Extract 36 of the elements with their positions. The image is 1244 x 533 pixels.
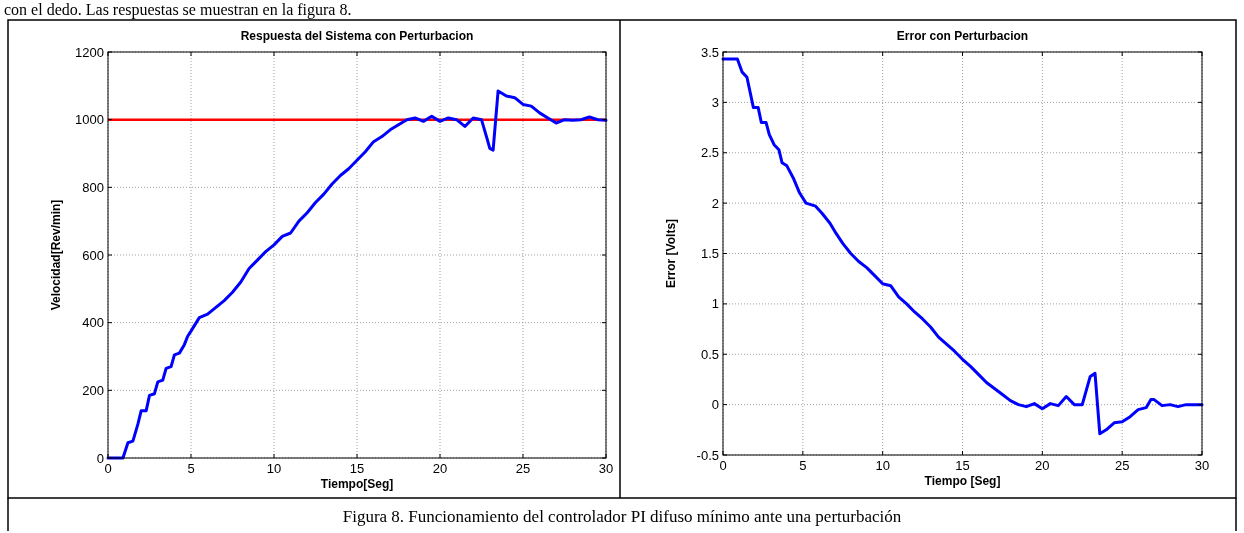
y-tick-label: 2 xyxy=(711,195,719,211)
x-tick-label: 5 xyxy=(187,461,195,476)
y-tick-label: 1 xyxy=(711,296,719,312)
y-tick-label: 1000 xyxy=(75,112,104,128)
x-tick-label: 20 xyxy=(432,461,448,476)
chart-title: Respuesta del Sistema con Perturbacion xyxy=(240,29,474,43)
x-tick-label: 15 xyxy=(955,458,970,473)
y-tick-label: 1200 xyxy=(75,44,104,60)
y-tick-label: 800 xyxy=(82,179,104,195)
chart-title: Error con Perturbacion xyxy=(896,29,1029,43)
y-tick-label: 2.5 xyxy=(700,145,719,161)
x-tick-label: 30 xyxy=(1194,458,1210,473)
x-tick-label: 30 xyxy=(598,461,614,476)
x-tick-label: 15 xyxy=(349,461,365,476)
y-tick-label: 600 xyxy=(82,247,104,263)
x-axis-title: Tiempo [Seg] xyxy=(924,474,1001,488)
y-tick-label: 400 xyxy=(82,315,104,331)
y-tick-label: 200 xyxy=(82,382,104,398)
x-tick-label: 10 xyxy=(875,458,890,473)
x-tick-label: 25 xyxy=(1114,458,1130,473)
x-tick-label: 5 xyxy=(799,458,807,473)
y-tick-label: 0.5 xyxy=(700,346,719,362)
x-tick-label: 25 xyxy=(515,461,531,476)
y-axis-title: Error [Volts] xyxy=(664,218,678,289)
line-series xyxy=(721,57,1204,436)
y-tick-label: -0.5 xyxy=(696,447,719,463)
y-tick-label: 1.5 xyxy=(700,246,719,262)
x-tick-label: 20 xyxy=(1035,458,1050,473)
y-axis-title: Velocidad[Rev/min] xyxy=(49,199,63,311)
y-tick-label: 3 xyxy=(711,94,719,110)
x-axis-title: Tiempo[Seg] xyxy=(320,477,394,491)
y-tick-label: 3.5 xyxy=(700,44,719,60)
text: con el dedo. Las respuestas se muestran en la figura 8. xyxy=(4,1,352,19)
text: Figura 8. Funcionamiento del controlador PI difuso mínimo ante una perturbación xyxy=(342,507,902,526)
x-tick-label: 10 xyxy=(266,461,282,476)
y-tick-label: 0 xyxy=(711,397,719,413)
